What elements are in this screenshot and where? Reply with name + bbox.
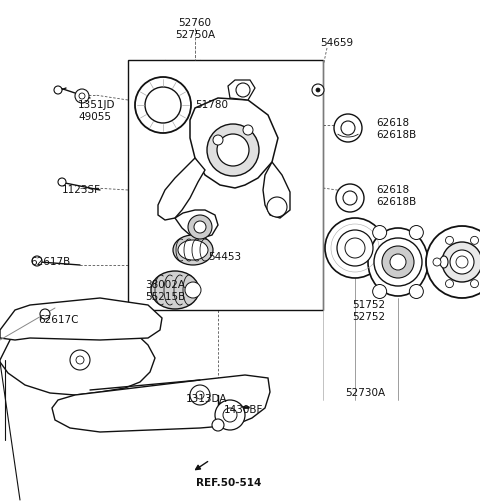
Circle shape <box>196 391 204 399</box>
Ellipse shape <box>178 240 208 260</box>
Circle shape <box>334 114 362 142</box>
Ellipse shape <box>368 228 428 296</box>
Circle shape <box>207 124 259 176</box>
Polygon shape <box>190 98 278 188</box>
Text: 1123SF: 1123SF <box>62 185 101 195</box>
Circle shape <box>426 226 480 298</box>
Circle shape <box>445 236 454 244</box>
Circle shape <box>374 238 422 286</box>
Circle shape <box>223 408 237 422</box>
Circle shape <box>54 86 62 94</box>
Bar <box>128 60 323 310</box>
Circle shape <box>325 218 385 278</box>
Circle shape <box>433 258 441 266</box>
Text: 51780: 51780 <box>195 100 228 110</box>
Circle shape <box>409 285 423 299</box>
Circle shape <box>470 280 479 288</box>
Ellipse shape <box>440 256 448 268</box>
Text: 62618
62618B: 62618 62618B <box>376 185 416 206</box>
Polygon shape <box>52 375 270 432</box>
Text: 38002A
55215B: 38002A 55215B <box>145 280 185 302</box>
Circle shape <box>188 215 212 239</box>
Circle shape <box>40 309 50 319</box>
Circle shape <box>343 191 357 205</box>
Circle shape <box>217 134 249 166</box>
Polygon shape <box>158 158 205 220</box>
Text: 54659: 54659 <box>320 38 353 48</box>
Circle shape <box>390 254 406 270</box>
Circle shape <box>409 225 423 239</box>
Text: 1313DA: 1313DA <box>186 394 228 404</box>
Polygon shape <box>175 210 218 238</box>
Circle shape <box>267 197 287 217</box>
Circle shape <box>70 350 90 370</box>
Circle shape <box>79 93 85 99</box>
Text: 51752
52752: 51752 52752 <box>352 300 385 322</box>
Text: 52760
52750A: 52760 52750A <box>175 18 215 40</box>
Text: 62617B: 62617B <box>30 257 70 267</box>
Polygon shape <box>0 298 162 340</box>
Text: 1430BF: 1430BF <box>224 405 264 415</box>
Circle shape <box>215 400 245 430</box>
Text: 52730A: 52730A <box>345 388 385 398</box>
Circle shape <box>336 184 364 212</box>
Circle shape <box>194 221 206 233</box>
Text: 1351JD
49055: 1351JD 49055 <box>78 100 116 122</box>
Circle shape <box>76 356 84 364</box>
Text: REF.50-514: REF.50-514 <box>196 478 262 488</box>
Circle shape <box>442 242 480 282</box>
Circle shape <box>185 282 201 298</box>
Circle shape <box>145 87 181 123</box>
Text: 54453: 54453 <box>208 252 241 262</box>
Circle shape <box>190 385 210 405</box>
Circle shape <box>236 83 250 97</box>
Ellipse shape <box>173 235 213 265</box>
Circle shape <box>382 246 414 278</box>
Circle shape <box>312 84 324 96</box>
Circle shape <box>32 256 42 266</box>
Circle shape <box>316 88 320 92</box>
Circle shape <box>135 77 191 133</box>
Circle shape <box>58 178 66 186</box>
Text: 62617C: 62617C <box>38 315 79 325</box>
Circle shape <box>445 280 454 288</box>
Circle shape <box>243 125 253 135</box>
Polygon shape <box>0 308 155 395</box>
Circle shape <box>341 121 355 135</box>
Polygon shape <box>228 80 255 100</box>
Circle shape <box>470 236 479 244</box>
Circle shape <box>337 230 373 266</box>
Text: 62618
62618B: 62618 62618B <box>376 118 416 140</box>
Circle shape <box>75 89 89 103</box>
Circle shape <box>450 250 474 274</box>
Ellipse shape <box>151 271 199 309</box>
Circle shape <box>212 419 224 431</box>
Polygon shape <box>263 162 290 218</box>
Circle shape <box>456 256 468 268</box>
Circle shape <box>372 225 387 239</box>
Circle shape <box>345 238 365 258</box>
Circle shape <box>372 285 387 299</box>
Circle shape <box>213 135 223 145</box>
